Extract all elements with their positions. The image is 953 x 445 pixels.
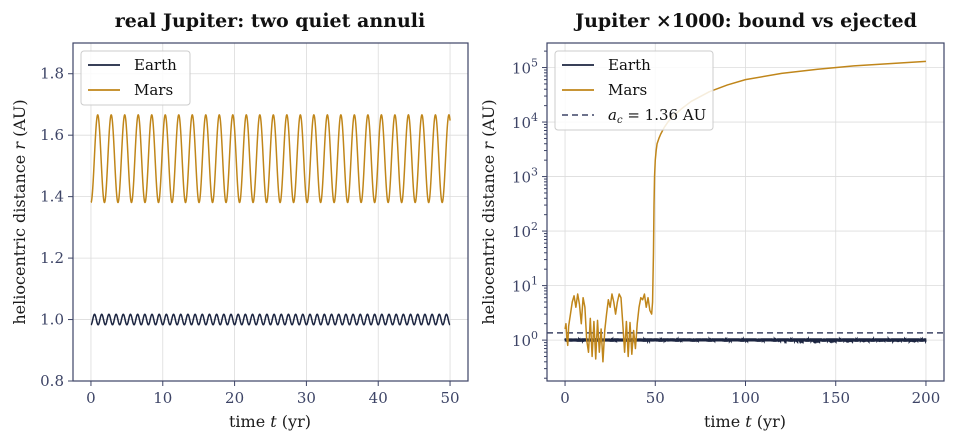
right-x-tick-label: 200 [912, 389, 941, 407]
left-y-tick-label: 0.8 [40, 372, 64, 390]
right-x-axis-label: time t (yr) [704, 412, 786, 431]
left-x-axis-label: time t (yr) [229, 412, 311, 431]
right-chart: Jupiter ×1000: bound vs ejected 0 50 100 15… [479, 10, 945, 431]
left-chart: real Jupiter: two quiet annuli 0 10 20 30 40… [10, 10, 469, 431]
left-x-tick-label: 20 [225, 389, 244, 407]
left-x-tick-label: 0 [86, 389, 96, 407]
right-x-tick-label: 50 [646, 389, 665, 407]
right-x-tick-label: 0 [560, 389, 570, 407]
right-ticks: 0 50 100 150 200 100 101 102 103 104 105 [512, 50, 941, 407]
left-y-axis-label: heliocentric distance r (AU) [10, 99, 29, 324]
right-y-axis-label: heliocentric distance r (AU) [479, 99, 498, 324]
right-y-tick-label: 105 [512, 57, 538, 78]
right-y-tick-label: 102 [512, 220, 538, 241]
right-y-tick-label: 101 [512, 275, 538, 296]
left-legend: Earth Mars [80, 50, 191, 106]
right-y-tick-label: 104 [512, 111, 538, 132]
left-series-mars [90, 114, 451, 204]
right-y-tick-label: 103 [512, 166, 538, 187]
left-series-earth [90, 313, 451, 326]
left-x-tick-label: 50 [440, 389, 459, 407]
left-y-tick-label: 1.4 [40, 188, 64, 206]
right-legend: Earth Mars ac = 1.36 AU [554, 50, 714, 131]
left-x-tick-label: 10 [153, 389, 172, 407]
left-y-tick-label: 1.0 [40, 311, 64, 329]
left-y-tick-label: 1.8 [40, 65, 64, 83]
left-y-tick-label: 1.6 [40, 126, 64, 144]
right-y-tick-label: 100 [512, 329, 538, 350]
left-legend-earth-label: Earth [134, 56, 177, 74]
left-legend-mars-label: Mars [134, 81, 173, 99]
left-ticks: 0 10 20 30 40 50 0.8 1.0 1.2 1.4 1.6 1.8 [40, 65, 459, 407]
left-x-tick-label: 30 [297, 389, 316, 407]
right-chart-title: Jupiter ×1000: bound vs ejected [573, 10, 917, 32]
left-plot-frame [72, 42, 469, 382]
left-chart-title: real Jupiter: two quiet annuli [115, 10, 425, 32]
right-legend-earth-label: Earth [608, 56, 651, 74]
left-series-layer [90, 114, 451, 326]
right-legend-mars-label: Mars [608, 81, 647, 99]
right-legend-ac-label: ac = 1.36 AU [608, 106, 706, 126]
right-series-earth [564, 335, 927, 345]
right-x-tick-label: 100 [731, 389, 760, 407]
right-legend-box [554, 50, 714, 131]
left-y-tick-label: 1.2 [40, 249, 64, 267]
right-x-tick-label: 150 [821, 389, 850, 407]
left-x-tick-label: 40 [369, 389, 388, 407]
